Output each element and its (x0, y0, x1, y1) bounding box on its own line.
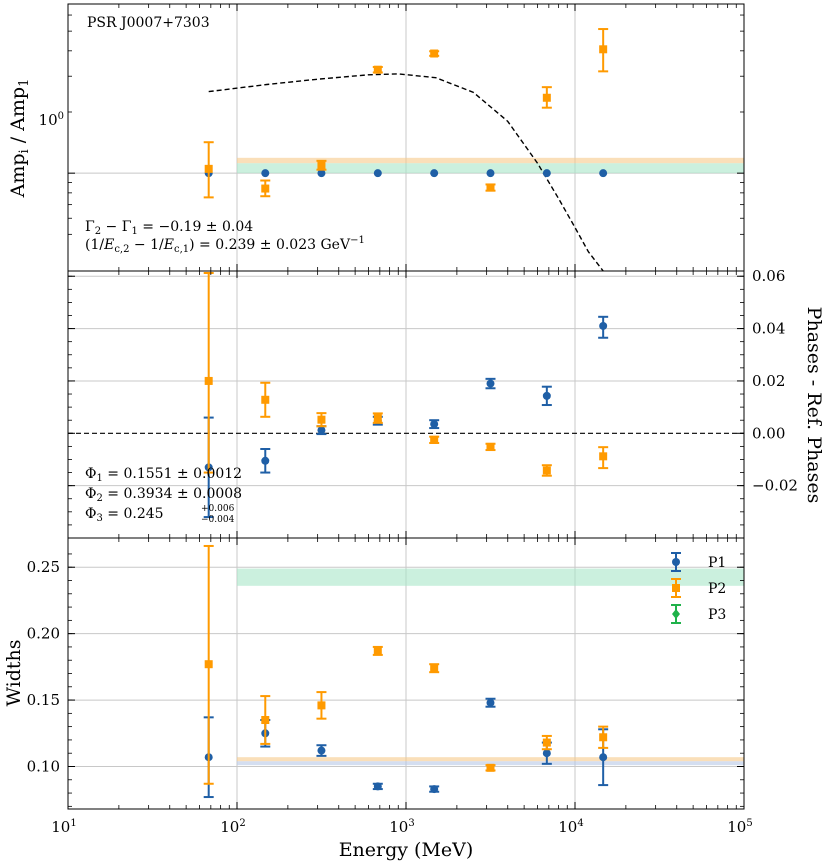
p1-point (599, 753, 608, 762)
p1-point (599, 169, 608, 178)
p2-point (373, 414, 382, 423)
p2-point (317, 161, 326, 170)
p2-point (373, 646, 382, 655)
width-data-points (203, 544, 609, 799)
p1-point (430, 785, 439, 794)
uncertainty-band (237, 163, 744, 174)
x-tick-labels: 101 102 103 104 105 (51, 818, 752, 836)
y-tick-label: 0.00 (752, 424, 785, 442)
width-panel: 0.250.200.150.10 101 102 103 104 105 Widths … (3, 537, 753, 861)
uncertainty-band (237, 761, 744, 766)
p1-point (542, 391, 551, 400)
amplitude-ytick-label-1: 100 (39, 111, 64, 129)
p2-point (430, 664, 439, 673)
uncertainty-band (237, 568, 744, 586)
phase-annotation-phi1: Φ1 = 0.1551 ± 0.0012 (85, 466, 242, 484)
y-tick-label: −0.02 (752, 477, 798, 495)
amplitude-panel: PSR J0007+7303 Γ2 − Γ1 = −0.19 ± 0.04 (1… (7, 3, 745, 272)
amplitude-annotation-cutoff: (1/Ec,2 − 1/Ec,1) = 0.239 ± 0.023 GeV−1 (85, 235, 365, 255)
legend-p2-label: P2 (708, 581, 726, 597)
p2-point (204, 164, 213, 173)
p2-point (542, 466, 551, 475)
phase-annotation-phi3-minus: −0.004 (201, 515, 235, 525)
p2-point (486, 763, 495, 772)
p2-point (599, 45, 608, 54)
p2-point (373, 65, 382, 74)
y-tick-label: 0.20 (27, 625, 60, 643)
legend-p2-marker (672, 584, 680, 592)
x-tick-label: 102 (220, 818, 245, 836)
width-bands (237, 568, 744, 766)
x-tick-label: 101 (51, 818, 76, 836)
amplitude-bands (237, 157, 744, 174)
p2-point (486, 442, 495, 451)
y-tick-label: 0.10 (27, 757, 60, 775)
amplitude-annotation-gamma: Γ2 − Γ1 = −0.19 ± 0.04 (85, 219, 253, 237)
p2-point (542, 738, 551, 747)
x-tick-label: 104 (558, 818, 583, 836)
p1-point (261, 456, 270, 465)
x-axis-label: Energy (MeV) (339, 839, 474, 861)
width-frame (67, 537, 745, 810)
p1-point (317, 169, 326, 178)
amplitude-data-points (203, 28, 609, 199)
amplitude-ticks (67, 4, 745, 271)
phase-annotation-phi3: Φ3 = 0.245 (85, 506, 164, 524)
p1-point (373, 169, 382, 178)
y-tick-label: 0.04 (752, 320, 785, 338)
p1-point (373, 782, 382, 791)
phase-annotation-phi2: Φ2 = 0.3934 ± 0.0008 (85, 486, 242, 504)
p2-point (599, 733, 608, 742)
width-ylabel: Widths (3, 639, 25, 706)
y-tick-label: 0.06 (752, 267, 785, 285)
x-tick-label: 105 (727, 818, 752, 836)
chart-title: PSR J0007+7303 (87, 15, 210, 31)
p1-point (430, 169, 439, 178)
p1-point (486, 698, 495, 707)
legend-p1-marker (672, 558, 680, 566)
y-tick-label: 0.15 (27, 691, 60, 709)
y-tick-label: 0.25 (27, 558, 60, 576)
phase-annotation-phi3-plus: +0.006 (201, 504, 235, 514)
p1-point (542, 749, 551, 758)
p1-point (261, 169, 270, 178)
p2-point (317, 415, 326, 424)
phase-data-points (203, 272, 609, 519)
x-tick-label: 103 (389, 818, 414, 836)
phase-panel: 0.06 0.04 0.02 0.00 −0.02 Φ1 = 0.1551 ± 0.00… (67, 267, 825, 539)
legend-p3-label: P3 (708, 607, 726, 623)
width-tick-labels: 0.25 0.20 0.15 0.10 (27, 558, 60, 775)
p2-point (261, 715, 270, 724)
phase-tick-labels: 0.06 0.04 0.02 0.00 −0.02 (752, 267, 798, 494)
p1-point (317, 426, 326, 435)
p2-point (261, 395, 270, 404)
legend: P1 P2 P3 (671, 552, 726, 624)
width-ticks (67, 538, 745, 809)
p2-point (430, 49, 439, 58)
amplitude-ylabel: Ampi / Amp1 (7, 79, 32, 199)
p1-point (486, 169, 495, 178)
p1-point (599, 321, 608, 330)
uncertainty-band (237, 157, 744, 164)
p2-point (599, 452, 608, 461)
phase-ylabel: Phases - Ref. Phases (803, 307, 825, 504)
p1-point (542, 169, 551, 178)
uncertainty-band (237, 757, 744, 762)
p2-point (204, 660, 213, 669)
p2-point (317, 701, 326, 710)
p1-point (430, 420, 439, 429)
p1-point (486, 379, 495, 388)
p2-point (486, 183, 495, 192)
p1-point (317, 746, 326, 755)
amplitude-model-curve (208, 73, 604, 272)
p2-point (542, 93, 551, 102)
p2-point (261, 184, 270, 193)
legend-p1-label: P1 (708, 555, 726, 571)
p2-point (204, 376, 213, 385)
legend-p3-marker (672, 609, 680, 619)
p2-point (430, 435, 439, 444)
y-tick-label: 0.02 (752, 372, 785, 390)
